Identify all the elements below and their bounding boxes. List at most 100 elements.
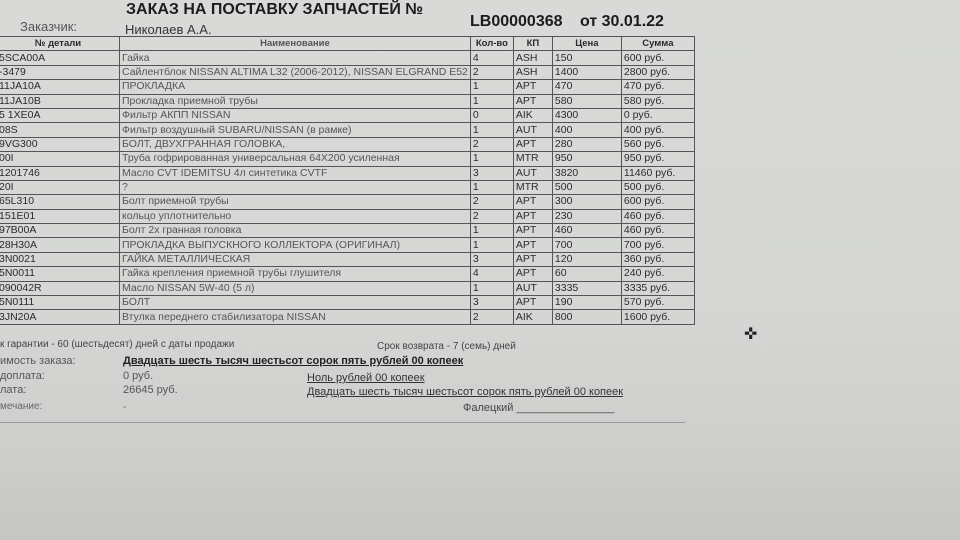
prepay-words: Ноль рублей 00 копеек — [307, 372, 425, 384]
table-cell: AIK — [512, 309, 553, 325]
table-cell: 800 — [551, 309, 622, 325]
table-cell: 1 — [469, 79, 514, 95]
table-row: 28H30A ПРОКЛАДКА ВЫПУСКНОГО КОЛЛЕКТОРА (О… — [0, 237, 695, 253]
table-cell: 2 — [469, 194, 514, 210]
table-cell: Болт приемной трубы — [119, 194, 471, 210]
table-cell: ГАЙКА МЕТАЛЛИЧЕСКАЯ — [119, 251, 471, 268]
table-cell: 1 — [469, 223, 514, 239]
table-cell: Фильтр воздушный SUBARU/NISSAN (в рамке) — [119, 122, 471, 138]
table-cell: 470 руб. — [620, 79, 695, 95]
customer-name: Николаев А.А. — [125, 22, 212, 37]
table-cell: 20I — [0, 179, 120, 196]
table-cell: 1 — [469, 237, 514, 253]
table-cell: 280 — [551, 136, 622, 153]
column-header: Наименование — [119, 35, 471, 52]
table-cell: 0 — [469, 107, 514, 124]
table-row: 97B00A Болт 2х гранная головка 1 APT 460 460 … — [0, 223, 695, 239]
table-cell: БОЛТ, ДВУХГРАННАЯ ГОЛОВКА, — [119, 136, 471, 153]
table-cell: APT — [512, 223, 553, 239]
note-value: - — [123, 402, 127, 413]
total-label: имость заказа: — [0, 355, 76, 367]
table-cell: 4 — [469, 266, 514, 282]
table-cell: AUT — [512, 165, 553, 181]
table-cell: 2 — [469, 64, 514, 81]
table-cell: 400 руб. — [620, 122, 695, 138]
table-cell: 700 руб. — [620, 237, 695, 253]
table-cell: Гайка — [119, 50, 471, 66]
document-title: ЗАКАЗ НА ПОСТАВКУ ЗАПЧАСТЕЙ № — [126, 1, 424, 18]
table-cell: 2800 руб. — [620, 64, 695, 81]
table-cell: APT — [512, 208, 553, 225]
order-number: LB00000368 — [470, 13, 563, 30]
table-cell: 28H30A — [0, 237, 120, 253]
table-cell: 500 руб. — [620, 179, 695, 196]
column-header: КП — [512, 35, 553, 52]
table-cell: 11JA10B — [0, 93, 120, 109]
table-cell: 1400 — [551, 64, 622, 81]
customer-label: Заказчик: — [20, 19, 78, 34]
table-cell: 3 — [469, 251, 514, 268]
table-cell: AIK — [512, 107, 553, 124]
table-cell: 460 — [551, 223, 622, 239]
table-cell: APT — [512, 266, 553, 282]
table-cell: MTR — [512, 179, 553, 196]
table-cell: 2 — [469, 309, 514, 325]
table-cell: APT — [512, 237, 553, 253]
table-row: 5SCA00A Гайка 4 ASH 150 600 руб. — [0, 50, 695, 66]
table-cell: ? — [119, 179, 471, 196]
table-cell: 560 руб. — [620, 136, 695, 153]
table-row: 08S Фильтр воздушный SUBARU/NISSAN (в рам… — [0, 122, 695, 138]
table-cell: 460 руб. — [620, 223, 695, 239]
table-cell: APT — [512, 194, 553, 210]
table-cell: 1 — [469, 93, 514, 109]
table-cell: Гайка крепления приемной трубы глушителя — [119, 266, 471, 282]
table-cell: AUT — [512, 122, 553, 138]
pay-label: лата: — [0, 384, 27, 396]
table-row: 5 1XE0A Фильтр АКПП NISSAN 0 AIK 4300 0 руб. — [0, 107, 695, 124]
table-cell: 230 — [551, 208, 622, 225]
table-cell: 9VG300 — [0, 136, 120, 153]
table-cell: ASH — [512, 50, 553, 66]
table-cell: Сайлентблок NISSAN ALTIMA L32 (2006-2012… — [119, 64, 471, 81]
table-row: 20I? 1 MTR 500 500 руб. — [0, 179, 695, 196]
return-text: Срок возврата - 7 (семь) дней — [377, 341, 516, 352]
table-row: 00I Труба гофрированная универсальная 64X… — [0, 151, 695, 167]
table-cell: 1201746 — [0, 165, 120, 181]
table-cell: 300 — [551, 194, 622, 210]
table-cell: Фильтр АКПП NISSAN — [119, 107, 471, 124]
table-cell: 090042R — [0, 280, 120, 297]
cross-cursor-icon: ✜ — [744, 326, 758, 343]
table-cell: APT — [512, 251, 553, 268]
table-row: 090042R Масло NISSAN 5W-40 (5 л) 1 AUT 3335 3… — [0, 280, 695, 297]
table-cell: 3N0021 — [0, 251, 120, 268]
table-cell: 500 — [551, 179, 622, 196]
table-row: 5N0011 Гайка крепления приемной трубы глу… — [0, 266, 695, 282]
table-row: 5N0111 БОЛТ 3 APT 190 570 руб. — [0, 295, 695, 311]
table-cell: Масло CVT IDEMITSU 4л синтетика CVTF — [119, 165, 471, 181]
prepay-label: доплата: — [0, 370, 45, 382]
table-cell: -3479 — [0, 64, 120, 81]
table-cell: APT — [512, 136, 553, 153]
table-cell: 3335 руб. — [620, 280, 695, 297]
pay-value: 26645 руб. — [123, 384, 178, 396]
table-cell: 11460 руб. — [620, 165, 695, 181]
table-cell: 460 руб. — [620, 208, 695, 225]
table-cell: 950 руб. — [620, 151, 695, 167]
table-row: 11JA10A ПРОКЛАДКА 1 APT 470 470 руб. — [0, 79, 695, 95]
table-cell: ПРОКЛАДКА — [119, 79, 471, 95]
table-cell: 5N0011 — [0, 266, 120, 282]
divider — [0, 422, 685, 423]
table-cell: 120 — [551, 251, 622, 268]
prepay-value: 0 руб. — [123, 370, 154, 382]
table-cell: 950 — [551, 151, 622, 167]
table-cell: 570 руб. — [620, 295, 695, 311]
table-cell: APT — [512, 295, 553, 311]
pay-words: Двадцать шесть тысяч шестьсот сорок пять… — [307, 386, 624, 398]
table-cell: 600 руб. — [620, 50, 695, 66]
table-row: 11JA10B Прокладка приемной трубы 1 APT 580 58… — [0, 93, 695, 109]
table-cell: 00I — [0, 151, 120, 167]
note-label: мечание: — [0, 401, 43, 412]
table-cell: APT — [512, 93, 553, 109]
table-cell: 1 — [469, 280, 514, 297]
table-row: -3479 Сайлентблок NISSAN ALTIMA L32 (2006… — [0, 64, 695, 81]
